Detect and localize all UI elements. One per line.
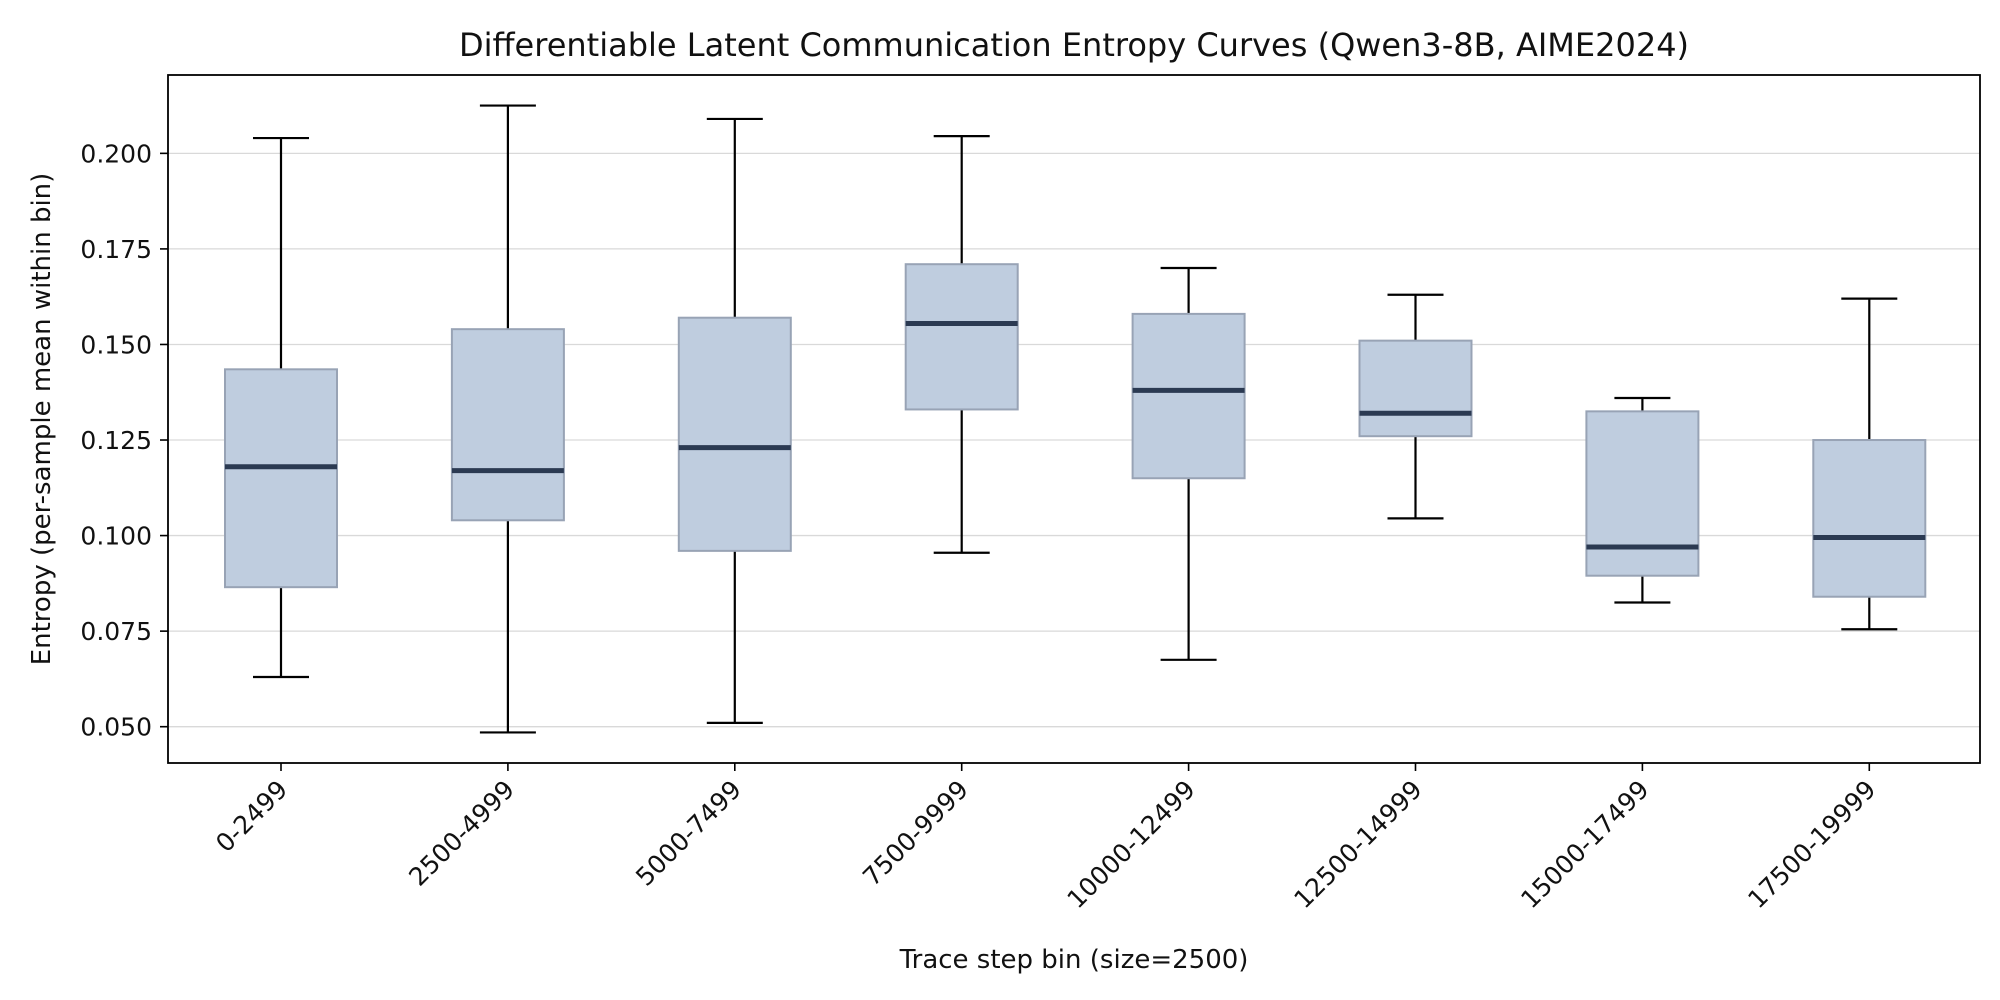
y-tick-label: 0.050	[80, 713, 152, 742]
chart-title: Differentiable Latent Communication Entr…	[459, 26, 1689, 64]
iqr-box	[224, 368, 338, 589]
plot-frame	[167, 74, 1981, 764]
iqr-box	[904, 263, 1019, 411]
y-tick-label: 0.200	[80, 139, 152, 168]
box-group	[677, 117, 792, 724]
y-axis-ticks: 0.050 0.075 0.100 0.125 0.150 0.175 0.200	[80, 139, 168, 742]
grid-lines	[168, 152, 1980, 728]
y-tick-label: 0.100	[80, 522, 152, 551]
x-tick-label: 10000-12499	[1061, 775, 1200, 914]
iqr-box	[450, 328, 565, 522]
x-tick-label: 0-2499	[210, 775, 293, 858]
y-tick-label: 0.075	[80, 617, 152, 646]
box-group	[450, 104, 565, 734]
box-group	[904, 135, 1019, 554]
box-group	[1358, 293, 1473, 520]
y-tick-label: 0.175	[80, 235, 152, 264]
x-tick-label: 7500-9999	[857, 775, 974, 892]
x-tick-label: 15000-17499	[1515, 775, 1654, 914]
x-tick-label: 2500-4999	[403, 775, 520, 892]
box-series	[224, 104, 1927, 734]
y-tick-label: 0.125	[80, 426, 152, 455]
x-tick-label: 12500-14999	[1288, 775, 1427, 914]
box-group	[1131, 266, 1246, 661]
box-group	[1812, 297, 1927, 631]
x-tick-label: 17500-19999	[1742, 775, 1881, 914]
x-tick-label: 5000-7499	[630, 775, 747, 892]
iqr-box	[677, 316, 792, 552]
x-axis-ticks: 0-2499 2500-4999 5000-7499 7500-9999 10000-1…	[210, 763, 1882, 914]
y-tick-label: 0.150	[80, 330, 152, 359]
box-group	[1585, 396, 1700, 604]
box-group	[224, 136, 338, 679]
iqr-box	[1358, 339, 1473, 438]
iqr-box	[1131, 312, 1246, 480]
y-axis-label: Entropy (per-sample mean within bin)	[27, 173, 57, 666]
iqr-box	[1585, 410, 1700, 577]
x-axis-label: Trace step bin (size=2500)	[899, 945, 1249, 975]
iqr-box	[1812, 439, 1927, 598]
